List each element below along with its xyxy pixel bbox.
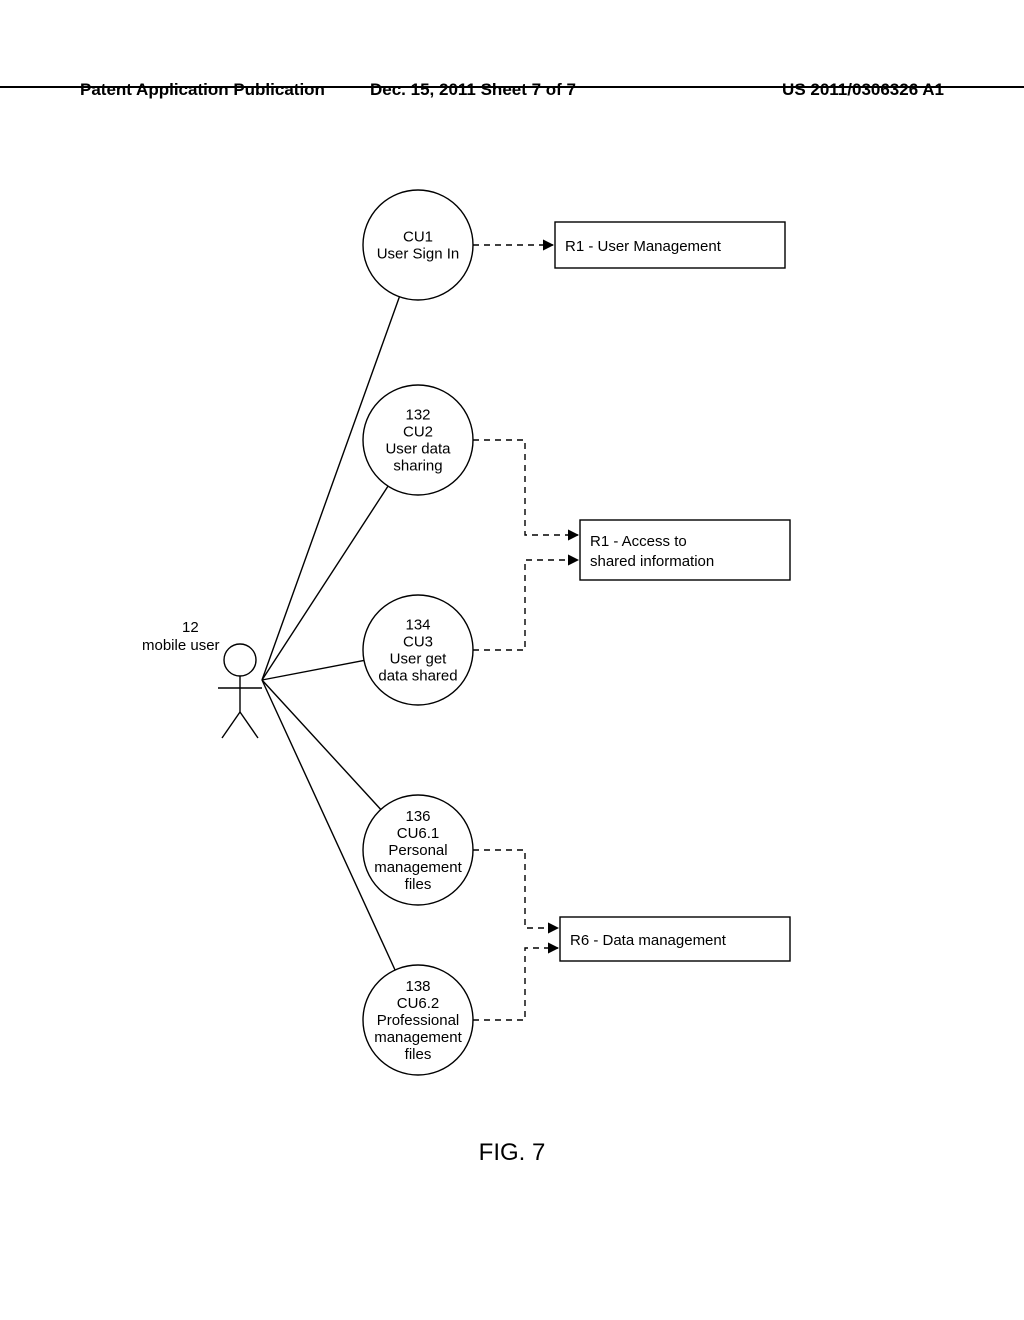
actor-label: mobile user — [142, 637, 220, 654]
box-r1a-line0: R1 - User Management — [565, 238, 722, 255]
usecase-cu62-line0: 138 — [405, 978, 430, 995]
usecase-cu61-line1: CU6.1 — [397, 825, 440, 842]
page: Patent Application Publication Dec. 15, … — [0, 0, 1024, 1320]
dashed-link-4 — [473, 948, 558, 1020]
usecase-cu2-line3: sharing — [393, 458, 442, 475]
usecase-cu61-line3: management — [374, 859, 462, 876]
actor-ref: 12 — [182, 619, 199, 636]
dashed-link-2 — [473, 560, 578, 650]
actor-head-icon — [224, 644, 256, 676]
usecase-cu3-line2: User get — [390, 651, 448, 668]
usecase-cu2-line0: 132 — [405, 407, 430, 424]
link-actor-cu61 — [262, 680, 381, 809]
usecase-cu61-line2: Personal — [388, 842, 447, 859]
usecase-cu62-line3: management — [374, 1029, 462, 1046]
usecase-cu2-line2: User data — [385, 441, 451, 458]
usecase-cu62-line4: files — [405, 1046, 432, 1063]
link-actor-cu3 — [262, 660, 364, 680]
box-r1b-line0: R1 - Access to — [590, 533, 687, 550]
usecase-diagram: 12mobile user CU1User Sign In 132CU2User d… — [0, 0, 1024, 1320]
usecase-cu61-line4: files — [405, 876, 432, 893]
usecase-cu2-line1: CU2 — [403, 424, 433, 441]
usecase-cu1-line1: User Sign In — [377, 246, 460, 263]
box-r1b-line1: shared information — [590, 553, 714, 570]
usecase-cu1-line0: CU1 — [403, 229, 433, 246]
usecase-cu3-line0: 134 — [405, 617, 430, 634]
usecase-cu62-line1: CU6.2 — [397, 995, 440, 1012]
usecase-cu3-line1: CU3 — [403, 634, 433, 651]
usecase-cu61-line0: 136 — [405, 808, 430, 825]
dashed-link-1 — [473, 440, 578, 535]
dashed-link-3 — [473, 850, 558, 928]
box-r1b — [580, 520, 790, 580]
usecase-cu62-line2: Professional — [377, 1012, 460, 1029]
box-r6-line0: R6 - Data management — [570, 932, 727, 949]
figure-label: FIG. 7 — [479, 1139, 546, 1166]
usecase-cu3-line3: data shared — [378, 668, 457, 685]
